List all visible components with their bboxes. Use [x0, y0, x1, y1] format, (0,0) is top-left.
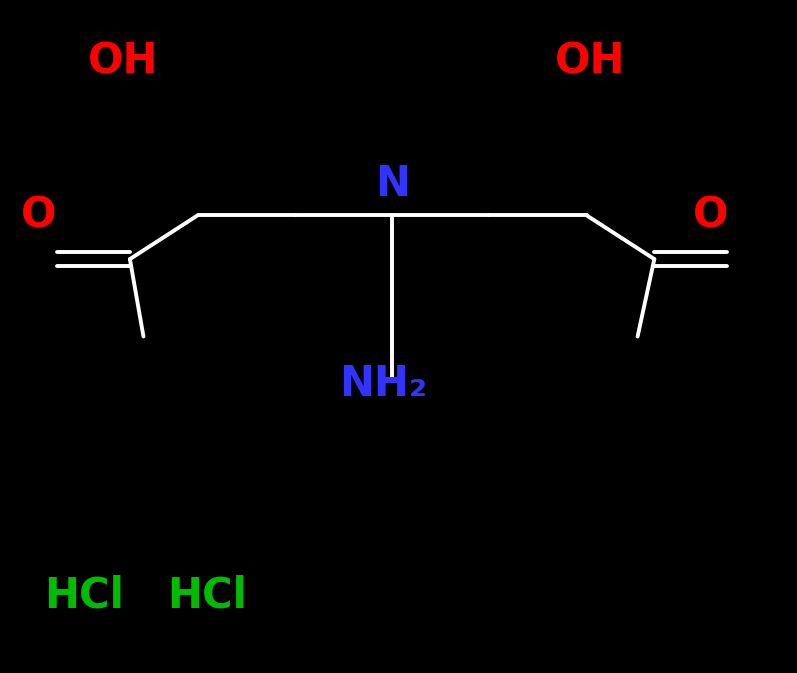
Text: HCl: HCl — [44, 575, 124, 616]
Text: O: O — [693, 194, 728, 236]
Text: N: N — [375, 164, 410, 205]
Text: HCl: HCl — [167, 575, 247, 616]
Text: OH: OH — [555, 41, 625, 83]
Text: OH: OH — [88, 41, 159, 83]
Text: NH₂: NH₂ — [339, 363, 427, 404]
Text: O: O — [21, 194, 56, 236]
